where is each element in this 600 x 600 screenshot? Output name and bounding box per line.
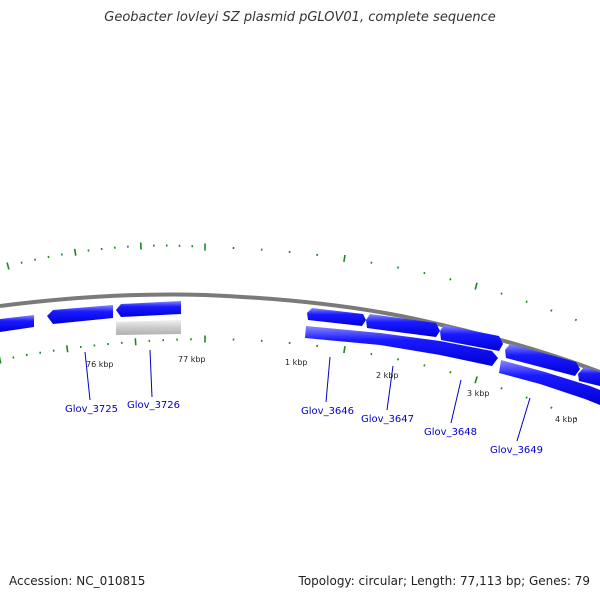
tick-mark (550, 309, 553, 312)
kbp-label: 1 kbp (285, 358, 307, 367)
leader-line (149, 349, 153, 398)
leader-line (450, 379, 462, 424)
gene-label[interactable]: Glov_3649 (490, 445, 543, 456)
tick-mark (6, 262, 10, 270)
tick-mark (343, 345, 346, 354)
gene-arrow[interactable] (116, 301, 181, 317)
gene-label[interactable]: Glov_3726 (127, 400, 180, 411)
kbp-label: 4 kbp (555, 415, 577, 424)
topology-info: Topology: circular; Length: 77,113 bp; G… (298, 574, 590, 588)
tick-mark (525, 300, 528, 303)
tick-mark (525, 396, 528, 399)
leader-line (386, 365, 394, 411)
tick-mark (73, 248, 77, 256)
tick-mark (343, 254, 346, 263)
gene-arrow[interactable] (305, 326, 498, 366)
tick-mark (0, 356, 2, 364)
gene-arrow[interactable] (307, 308, 366, 326)
gene-arrow[interactable] (499, 360, 600, 405)
kbp-label: 76 kbp (86, 360, 114, 369)
gene-arrow[interactable] (578, 367, 600, 386)
gene-labels: Glov_3725 Glov_3726 Glov_3646 Glov_3647 … (65, 400, 543, 456)
tick-mark (474, 376, 478, 384)
tick-mark (65, 345, 69, 353)
gene-arrow[interactable] (0, 315, 34, 332)
gene-label[interactable]: Glov_3725 (65, 404, 118, 415)
kbp-label: 3 kbp (467, 389, 489, 398)
leader-line (84, 351, 91, 401)
tick-mark (500, 387, 503, 390)
leader-line (325, 356, 331, 403)
gene-arrow[interactable] (505, 344, 580, 376)
pseudo-gene-bar[interactable] (116, 320, 181, 335)
gene-label[interactable]: Glov_3646 (301, 406, 354, 417)
gene-arrow[interactable] (440, 325, 503, 351)
gene-label[interactable]: Glov_3647 (361, 414, 414, 425)
kbp-labels: 76 kbp 77 kbp 1 kbp 2 kbp 3 kbp 4 kbp (86, 355, 577, 424)
gene-arrow[interactable] (47, 305, 113, 324)
kbp-label: 2 kbp (376, 371, 398, 380)
tick-mark (550, 406, 553, 409)
tick-mark (500, 292, 503, 295)
tick-mark (574, 318, 577, 322)
tick-mark (574, 417, 577, 420)
outer-tick-ring (6, 242, 577, 322)
gene-arrow[interactable] (366, 314, 440, 337)
backbone-ring (0, 292, 600, 374)
accession-info: Accession: NC_010815 (9, 574, 146, 588)
inner-tick-ring (0, 335, 577, 420)
tick-mark (449, 371, 452, 374)
leader-line (516, 397, 531, 442)
map-title: Geobacter lovleyi SZ plasmid pGLOV01, co… (104, 10, 496, 25)
leader-lines (84, 349, 531, 442)
gene-label[interactable]: Glov_3648 (424, 427, 477, 438)
kbp-label: 77 kbp (178, 355, 206, 364)
tick-mark (474, 282, 478, 290)
gene-track (0, 301, 600, 405)
